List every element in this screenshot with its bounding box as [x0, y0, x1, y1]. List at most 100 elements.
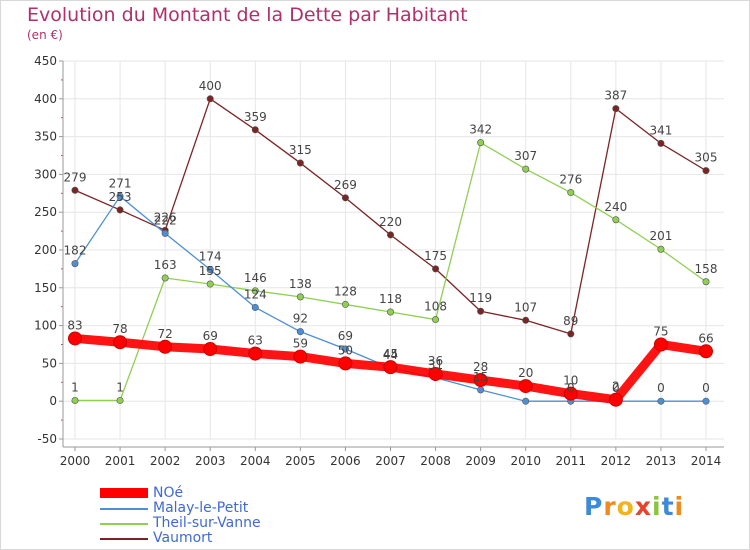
logo-letter: t — [661, 492, 675, 521]
data-point — [116, 206, 124, 214]
data-label: 92 — [293, 312, 308, 326]
data-point — [432, 316, 440, 324]
data-label: 342 — [469, 123, 492, 137]
data-label: 36 — [428, 354, 443, 368]
data-label: 128 — [334, 284, 357, 298]
y-tick-label: 450 — [34, 54, 57, 68]
data-label: 69 — [338, 329, 353, 343]
logo-letter: i — [652, 492, 662, 521]
x-tick-label: 2003 — [195, 454, 226, 468]
chart-subtitle: (en €) — [27, 28, 63, 42]
data-point — [567, 330, 575, 338]
data-point — [248, 346, 263, 361]
data-point — [386, 231, 394, 239]
data-label: 182 — [64, 244, 87, 258]
data-point — [206, 266, 214, 274]
y-tick-label: 100 — [34, 319, 57, 333]
data-label: 158 — [695, 262, 718, 276]
legend-item-noe: NOé — [100, 485, 360, 502]
x-tick-label: 2005 — [285, 454, 316, 468]
data-point — [161, 274, 169, 282]
legend-swatch-malay-le-petit — [100, 508, 148, 510]
data-point — [612, 105, 620, 113]
data-point — [116, 396, 124, 404]
data-label: 45 — [383, 347, 398, 361]
x-tick-label: 2014 — [691, 454, 722, 468]
data-point — [338, 356, 353, 371]
data-label: 0 — [567, 381, 575, 395]
data-label: 222 — [154, 213, 177, 227]
data-point — [612, 216, 620, 224]
data-point — [567, 189, 575, 197]
data-point — [657, 139, 665, 147]
data-label: 10 — [563, 374, 578, 388]
y-tick-label: 0 — [49, 394, 57, 408]
data-point — [473, 373, 488, 388]
data-label: 20 — [518, 366, 533, 380]
data-point — [428, 366, 443, 381]
data-label: 253 — [109, 190, 132, 204]
x-tick-label: 2002 — [150, 454, 181, 468]
data-label: 1 — [71, 380, 79, 394]
data-label: 2 — [612, 380, 620, 394]
legend-label-malay-le-petit: Malay-le-Petit — [153, 500, 249, 516]
proxiti-logo: Proxiti — [584, 492, 684, 521]
data-point — [653, 337, 668, 352]
data-point — [477, 386, 485, 394]
data-label: 138 — [289, 277, 312, 291]
data-label: 387 — [604, 89, 627, 103]
data-label: 201 — [649, 229, 672, 243]
data-point — [657, 245, 665, 253]
legend-swatch-vaumort — [100, 538, 148, 540]
data-label: 83 — [67, 318, 82, 332]
data-label: 118 — [379, 292, 402, 306]
data-label: 50 — [338, 343, 353, 357]
data-label: 341 — [649, 123, 672, 137]
y-tick-label: -50 — [37, 432, 57, 446]
data-point — [563, 386, 578, 401]
data-point — [161, 229, 169, 237]
logo-letter: r — [603, 492, 617, 521]
legend-item-malay-le-petit: Malay-le-Petit — [100, 500, 360, 517]
data-label: 315 — [289, 143, 312, 157]
data-point — [702, 278, 710, 286]
y-tick-label: 350 — [34, 130, 57, 144]
data-label: 108 — [424, 300, 447, 314]
legend: NOé Malay-le-Petit Theil-sur-Vanne Vaumo… — [100, 485, 360, 547]
data-label: 359 — [244, 110, 267, 124]
chart-title: Evolution du Montant de la Dette par Hab… — [27, 4, 468, 26]
logo-letter: o — [616, 492, 635, 521]
data-point — [203, 342, 218, 357]
data-label: 107 — [514, 300, 537, 314]
data-label: 0 — [702, 381, 710, 395]
data-point — [293, 349, 308, 364]
data-point — [522, 316, 530, 324]
data-point — [71, 186, 79, 194]
data-label: 269 — [334, 178, 357, 192]
data-point — [477, 307, 485, 315]
data-point — [251, 287, 259, 295]
y-tick-label: 300 — [34, 167, 57, 181]
data-label: 220 — [379, 215, 402, 229]
data-label: 75 — [653, 325, 668, 339]
data-label: 146 — [244, 271, 267, 285]
data-point — [657, 397, 665, 405]
data-label: 0 — [612, 381, 620, 395]
data-point — [296, 328, 304, 336]
data-label: 163 — [154, 258, 177, 272]
data-point — [251, 126, 259, 134]
x-tick-label: 2000 — [60, 454, 91, 468]
data-label: 78 — [112, 322, 127, 336]
x-tick-label: 2008 — [420, 454, 451, 468]
data-label: 31 — [428, 358, 443, 372]
x-tick-label: 2006 — [330, 454, 361, 468]
data-label: 89 — [563, 314, 578, 328]
data-point — [71, 260, 79, 268]
data-point — [296, 293, 304, 301]
data-label: 155 — [199, 264, 222, 278]
data-label: 240 — [604, 200, 627, 214]
data-point — [699, 344, 713, 359]
data-point — [383, 360, 398, 375]
